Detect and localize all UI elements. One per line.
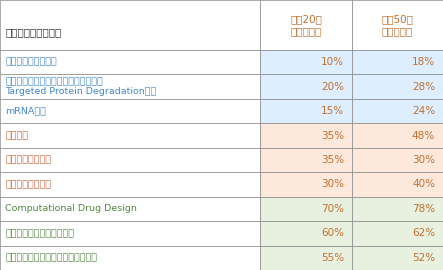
- Bar: [352, 172, 443, 197]
- Bar: [352, 50, 443, 75]
- Text: 上位20に
占める割合: 上位20に 占める割合: [290, 14, 322, 36]
- Text: 上位50に
占める割合: 上位50に 占める割合: [381, 14, 413, 36]
- Bar: [260, 0, 352, 50]
- Text: ナノ粒子: ナノ粒子: [5, 131, 28, 140]
- Text: 55%: 55%: [321, 253, 344, 263]
- Bar: [352, 197, 443, 221]
- Bar: [0, 221, 260, 245]
- Bar: [260, 99, 352, 123]
- Text: マイクロバイオーム: マイクロバイオーム: [5, 58, 57, 67]
- Bar: [260, 245, 352, 270]
- Bar: [0, 148, 260, 172]
- Text: 30%: 30%: [321, 180, 344, 190]
- Bar: [0, 50, 260, 75]
- Text: 20%: 20%: [321, 82, 344, 92]
- Text: 62%: 62%: [412, 228, 435, 238]
- Bar: [260, 221, 352, 245]
- Bar: [352, 99, 443, 123]
- Bar: [260, 123, 352, 148]
- Text: 再生医療・幹細胞: 再生医療・幹細胞: [5, 180, 51, 189]
- Bar: [352, 0, 443, 50]
- Text: 10%: 10%: [321, 57, 344, 67]
- Text: タンパク質分解誘導キメラ分子などの
Targeted Protein Degradation技術: タンパク質分解誘導キメラ分子などの Targeted Protein Degra…: [5, 77, 156, 96]
- Bar: [260, 75, 352, 99]
- Text: 48%: 48%: [412, 131, 435, 141]
- Text: フォルダマー、ステープルペプチド: フォルダマー、ステープルペプチド: [5, 253, 97, 262]
- Text: 60%: 60%: [321, 228, 344, 238]
- Text: 28%: 28%: [412, 82, 435, 92]
- Bar: [352, 123, 443, 148]
- Text: マイクロニードル: マイクロニードル: [5, 156, 51, 164]
- Text: 15%: 15%: [321, 106, 344, 116]
- Bar: [0, 245, 260, 270]
- Text: 細胞外小胞、エクソソーム: 細胞外小胞、エクソソーム: [5, 229, 74, 238]
- Text: 52%: 52%: [412, 253, 435, 263]
- Text: 40%: 40%: [412, 180, 435, 190]
- Bar: [0, 99, 260, 123]
- Bar: [0, 75, 260, 99]
- Text: 70%: 70%: [321, 204, 344, 214]
- Bar: [0, 197, 260, 221]
- Bar: [0, 123, 260, 148]
- Text: 24%: 24%: [412, 106, 435, 116]
- Text: 18%: 18%: [412, 57, 435, 67]
- Bar: [352, 75, 443, 99]
- Text: 35%: 35%: [321, 155, 344, 165]
- Text: 30%: 30%: [412, 155, 435, 165]
- Bar: [260, 50, 352, 75]
- Bar: [0, 0, 260, 50]
- Bar: [260, 148, 352, 172]
- Bar: [260, 197, 352, 221]
- Bar: [260, 172, 352, 197]
- Text: 78%: 78%: [412, 204, 435, 214]
- Bar: [0, 172, 260, 197]
- Bar: [352, 148, 443, 172]
- Text: 創薬モダリティ候補: 創薬モダリティ候補: [5, 28, 62, 38]
- Bar: [352, 245, 443, 270]
- Text: Computational Drug Design: Computational Drug Design: [5, 204, 137, 213]
- Bar: [352, 221, 443, 245]
- Text: 35%: 35%: [321, 131, 344, 141]
- Text: mRNA医薬: mRNA医薬: [5, 107, 46, 116]
